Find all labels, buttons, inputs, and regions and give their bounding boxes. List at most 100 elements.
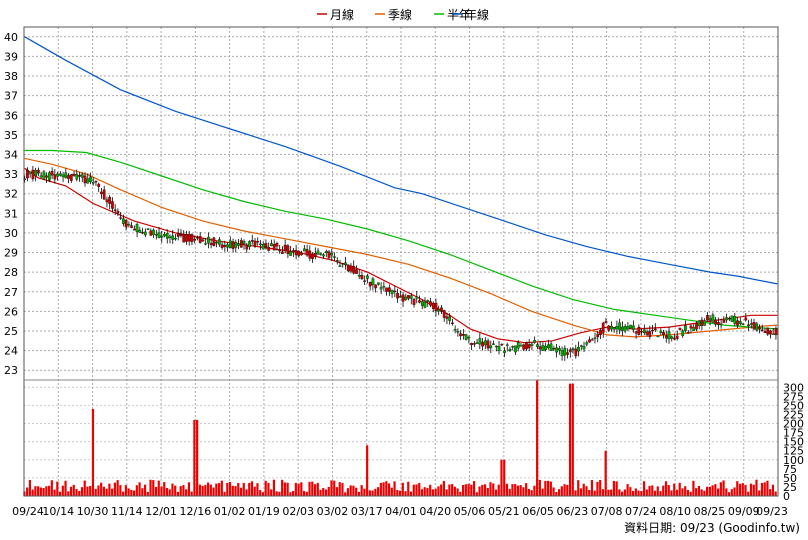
volume-bar: [615, 481, 618, 496]
volume-bar: [377, 487, 380, 496]
price-tick-label: 25: [4, 325, 18, 338]
candle-body: [220, 244, 224, 248]
candle-body: [708, 317, 712, 321]
candle-body: [281, 251, 284, 254]
candle-body: [601, 322, 605, 333]
volume-bar: [42, 488, 45, 496]
candle-body: [130, 225, 133, 228]
candle-body: [566, 352, 569, 355]
candle-body: [26, 170, 29, 179]
candle-body: [338, 265, 342, 267]
candle-body: [771, 333, 775, 335]
candle-body: [322, 254, 325, 257]
candle-body: [157, 232, 161, 238]
candle-body: [604, 321, 608, 324]
candle-body: [409, 295, 413, 299]
volume-bar: [667, 485, 670, 496]
volume-bar: [185, 489, 188, 496]
candle-body: [267, 246, 271, 251]
volume-bar: [80, 487, 84, 496]
candle-body: [179, 234, 183, 236]
volume-bar: [733, 487, 736, 496]
candle-body: [607, 325, 611, 331]
candle-body: [407, 295, 410, 299]
candle-body: [415, 296, 419, 299]
moving-average-lines: [24, 36, 778, 344]
candle-body: [333, 256, 336, 258]
volume-bar: [434, 488, 437, 496]
candle-body: [308, 250, 312, 259]
volume-bar: [190, 491, 193, 496]
volume-bar: [730, 489, 733, 496]
ma-line-半年: [24, 149, 778, 330]
volume-bar: [220, 480, 223, 496]
volume-bar: [755, 479, 758, 496]
volume-bar: [774, 491, 777, 496]
volume-bar: [281, 479, 284, 496]
candle-body: [621, 326, 624, 331]
candle-body: [37, 169, 40, 174]
candle-body: [105, 199, 109, 203]
volume-bar: [736, 481, 739, 496]
candle-body: [89, 176, 92, 183]
legend-item-halfyear: 半年: [434, 8, 471, 22]
volume-bar: [533, 485, 536, 496]
candle-body: [113, 209, 117, 211]
volume-bar: [574, 490, 577, 496]
candle-body: [497, 345, 501, 352]
price-tick-label: 37: [4, 90, 18, 103]
volume-bar: [28, 480, 31, 496]
volume-bar: [124, 485, 127, 496]
price-tick-label: 27: [4, 286, 18, 299]
volume-bar: [171, 483, 174, 496]
candle-body: [744, 317, 748, 321]
candle-body: [503, 350, 506, 353]
volume-bar: [579, 488, 583, 496]
volume-bar: [168, 489, 171, 496]
x-tick-label: 01/19: [248, 505, 280, 518]
candle-body: [475, 342, 479, 344]
volume-bar: [711, 485, 714, 496]
candle-body: [689, 325, 693, 329]
volume-bar: [368, 490, 371, 496]
volume-tick-label: 275: [783, 390, 804, 403]
candle-body: [368, 282, 372, 287]
price-tick-label: 29: [4, 247, 18, 260]
candle-body: [686, 332, 690, 334]
candle-body: [154, 234, 158, 236]
candle-body: [292, 250, 295, 253]
candle-body: [42, 171, 46, 180]
candle-body: [684, 325, 687, 331]
volume-bar: [371, 490, 374, 496]
candle-body: [755, 323, 759, 331]
candle-body: [39, 175, 43, 178]
candle-body: [119, 217, 122, 219]
candle-body: [648, 331, 652, 337]
volume-tick-label: 300: [783, 381, 804, 394]
candle-body: [385, 287, 388, 292]
volume-bar: [760, 482, 764, 496]
candle-body: [645, 331, 649, 335]
price-tick-label: 34: [4, 148, 18, 161]
candle-body: [250, 240, 254, 242]
volume-bar: [451, 484, 454, 496]
x-tick-label: 04/20: [419, 505, 451, 518]
candle-body: [514, 345, 517, 353]
volume-bar: [253, 486, 256, 496]
candle-body: [530, 343, 534, 346]
candle-body: [431, 302, 435, 309]
candle-body: [146, 228, 150, 230]
volume-bar: [237, 482, 240, 496]
candle-body: [176, 233, 180, 237]
volume-bar: [45, 486, 48, 496]
candle-body: [204, 243, 207, 245]
volume-bar: [360, 485, 363, 496]
volume-bar: [86, 486, 89, 496]
candle-body: [198, 236, 202, 243]
x-tick-label: 08/10: [659, 505, 691, 518]
volume-bar: [305, 491, 308, 496]
candle-body: [582, 346, 586, 350]
volume-bar: [165, 487, 169, 496]
